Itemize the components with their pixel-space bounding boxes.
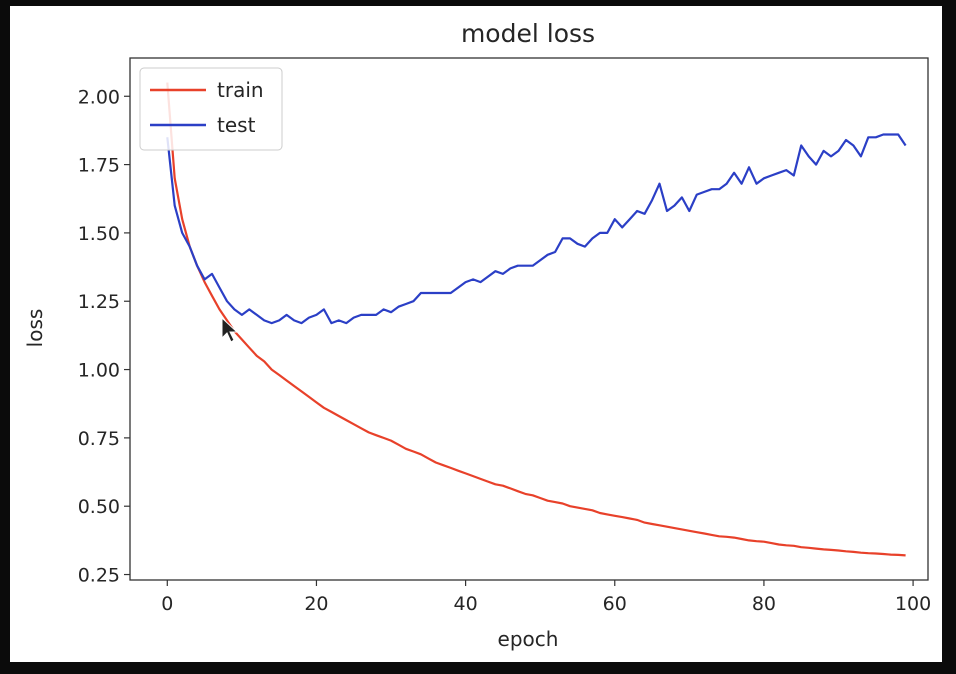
y-tick-label: 0.75 bbox=[78, 428, 120, 450]
x-tick-label: 60 bbox=[603, 593, 627, 615]
chart-frame: model loss 0 20 40 60 80 100 0.25 0.50 0.75 1.00… bbox=[10, 6, 942, 662]
legend-label-test: test bbox=[217, 113, 256, 137]
y-tick-label: 0.50 bbox=[78, 496, 120, 518]
legend: train test bbox=[139, 67, 283, 151]
series-line-train bbox=[166, 82, 906, 557]
x-tick-label: 0 bbox=[161, 593, 173, 615]
series-line-test bbox=[166, 133, 907, 325]
plot-area-border bbox=[129, 57, 929, 581]
y-axis-label: loss bbox=[23, 309, 47, 348]
y-tick-label: 1.75 bbox=[78, 155, 120, 177]
x-axis-ticks: 0 20 40 60 80 100 bbox=[161, 580, 931, 615]
x-tick-label: 100 bbox=[895, 593, 931, 615]
y-axis-ticks: 0.25 0.50 0.75 1.00 1.25 1.50 1.75 2.00 bbox=[78, 86, 130, 587]
x-axis-label: epoch bbox=[498, 627, 559, 651]
mouse-cursor-icon bbox=[221, 316, 239, 343]
x-tick-label: 80 bbox=[752, 593, 776, 615]
y-tick-label: 0.25 bbox=[78, 565, 120, 587]
legend-label-train: train bbox=[217, 78, 264, 102]
y-tick-label: 1.25 bbox=[78, 291, 120, 313]
chart-title: model loss bbox=[461, 19, 595, 48]
legend-box bbox=[139, 67, 283, 151]
y-tick-label: 1.50 bbox=[78, 223, 120, 245]
x-tick-label: 40 bbox=[454, 593, 478, 615]
loss-chart: model loss 0 20 40 60 80 100 0.25 0.50 0.75 1.00… bbox=[23, 19, 931, 651]
series-layer bbox=[166, 82, 907, 557]
y-tick-label: 1.00 bbox=[78, 360, 120, 382]
x-tick-label: 20 bbox=[304, 593, 328, 615]
y-tick-label: 2.00 bbox=[78, 86, 120, 108]
